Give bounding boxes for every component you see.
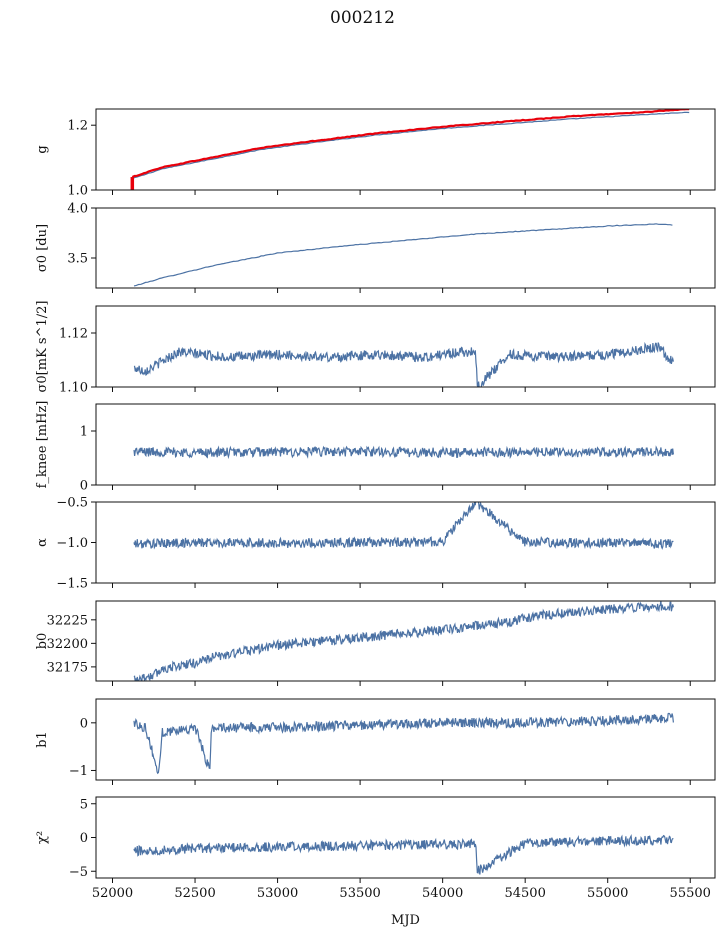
axes-frame-5 [95,600,716,682]
y-tick-label-2-0: 1.10 [59,381,88,396]
y-tick-label-6-1: 0 [80,716,88,731]
y-axis-label-5: b0 [35,633,50,650]
y-tick-label-5-0: 32175 [47,660,88,675]
y-tick-label-7-1: 0 [80,831,88,846]
series-line-2-0 [133,341,674,387]
x-tick-label-4: 54000 [422,886,463,901]
panel-3: 0 1 f_knee [mHz] [35,401,716,494]
panel-4: −1.5 −1.0 −0.5 α [35,496,716,592]
series-line-0-0 [132,111,690,180]
x-tick-label-7: 55500 [670,886,711,901]
axes-frame-6 [95,698,716,781]
panel-5: 32175 32200 32225 b0 [35,600,716,686]
series-line-7-0 [133,834,674,875]
series-line-4-0 [133,502,674,550]
y-axis-label-3: f_knee [mHz] [35,401,50,489]
series-line-3-0 [133,445,674,460]
y-axis-label-0: g [35,145,50,153]
y-tick-label-3-0: 0 [80,479,88,494]
x-tick-label-5: 54500 [504,886,545,901]
axes-frame-0 [95,108,716,191]
y-tick-label-4-2: −0.5 [56,496,88,511]
axes-frame-1 [95,207,716,289]
y-tick-label-4-1: −1.0 [56,536,88,551]
y-tick-label-7-2: 5 [80,797,88,812]
x-tick-label-0: 52000 [92,886,133,901]
series-line-1-0 [133,223,673,287]
panel-6: −1 0 b1 [35,698,716,785]
y-tick-label-1-0: 3.5 [67,252,88,267]
y-tick-label-2-1: 1.12 [59,327,88,342]
y-axis-label-2: σ0[mK s^1/2] [35,301,50,393]
x-tick-label-2: 53000 [257,886,298,901]
y-axis-label-1: σ0 [du] [35,224,50,272]
y-tick-label-6-0: −1 [69,764,88,779]
series-line-0-1 [131,109,690,179]
y-tick-label-0-0: 1.0 [67,184,88,199]
y-axis-label-6: b1 [35,731,50,748]
x-tick-label-6: 55000 [587,886,628,901]
y-tick-label-5-2: 32225 [47,613,88,628]
x-tick-label-3: 53500 [339,886,380,901]
y-axis-label-7: χ² [35,831,50,844]
axes-frame-3 [95,403,716,486]
y-tick-label-7-0: −5 [69,865,88,880]
y-axis-label-4: α [35,538,50,547]
series-line-5-0 [133,601,674,681]
y-tick-label-0-1: 1.2 [67,119,88,134]
y-tick-label-1-1: 4.0 [67,202,88,217]
x-tick-label-1: 52500 [174,886,215,901]
panel-1: 3.5 4.0 σ0 [du] [35,202,716,293]
y-tick-label-3-1: 1 [80,425,88,440]
x-axis-label: MJD [391,913,420,928]
axes-frame-2 [95,305,716,388]
y-tick-label-4-0: −1.5 [56,577,88,592]
y-tick-label-5-1: 32200 [47,637,88,652]
panel-7: −5 0 5 52000 52500 53000 53500 54000 54500 55000 5… [35,796,716,901]
panel-0: 1.0 1.2 g [35,108,716,199]
panel-2: 1.10 1.12 σ0[mK s^1/2] [35,301,716,396]
series-line-6-0 [133,712,674,775]
figure-title: 000212 [330,8,395,28]
